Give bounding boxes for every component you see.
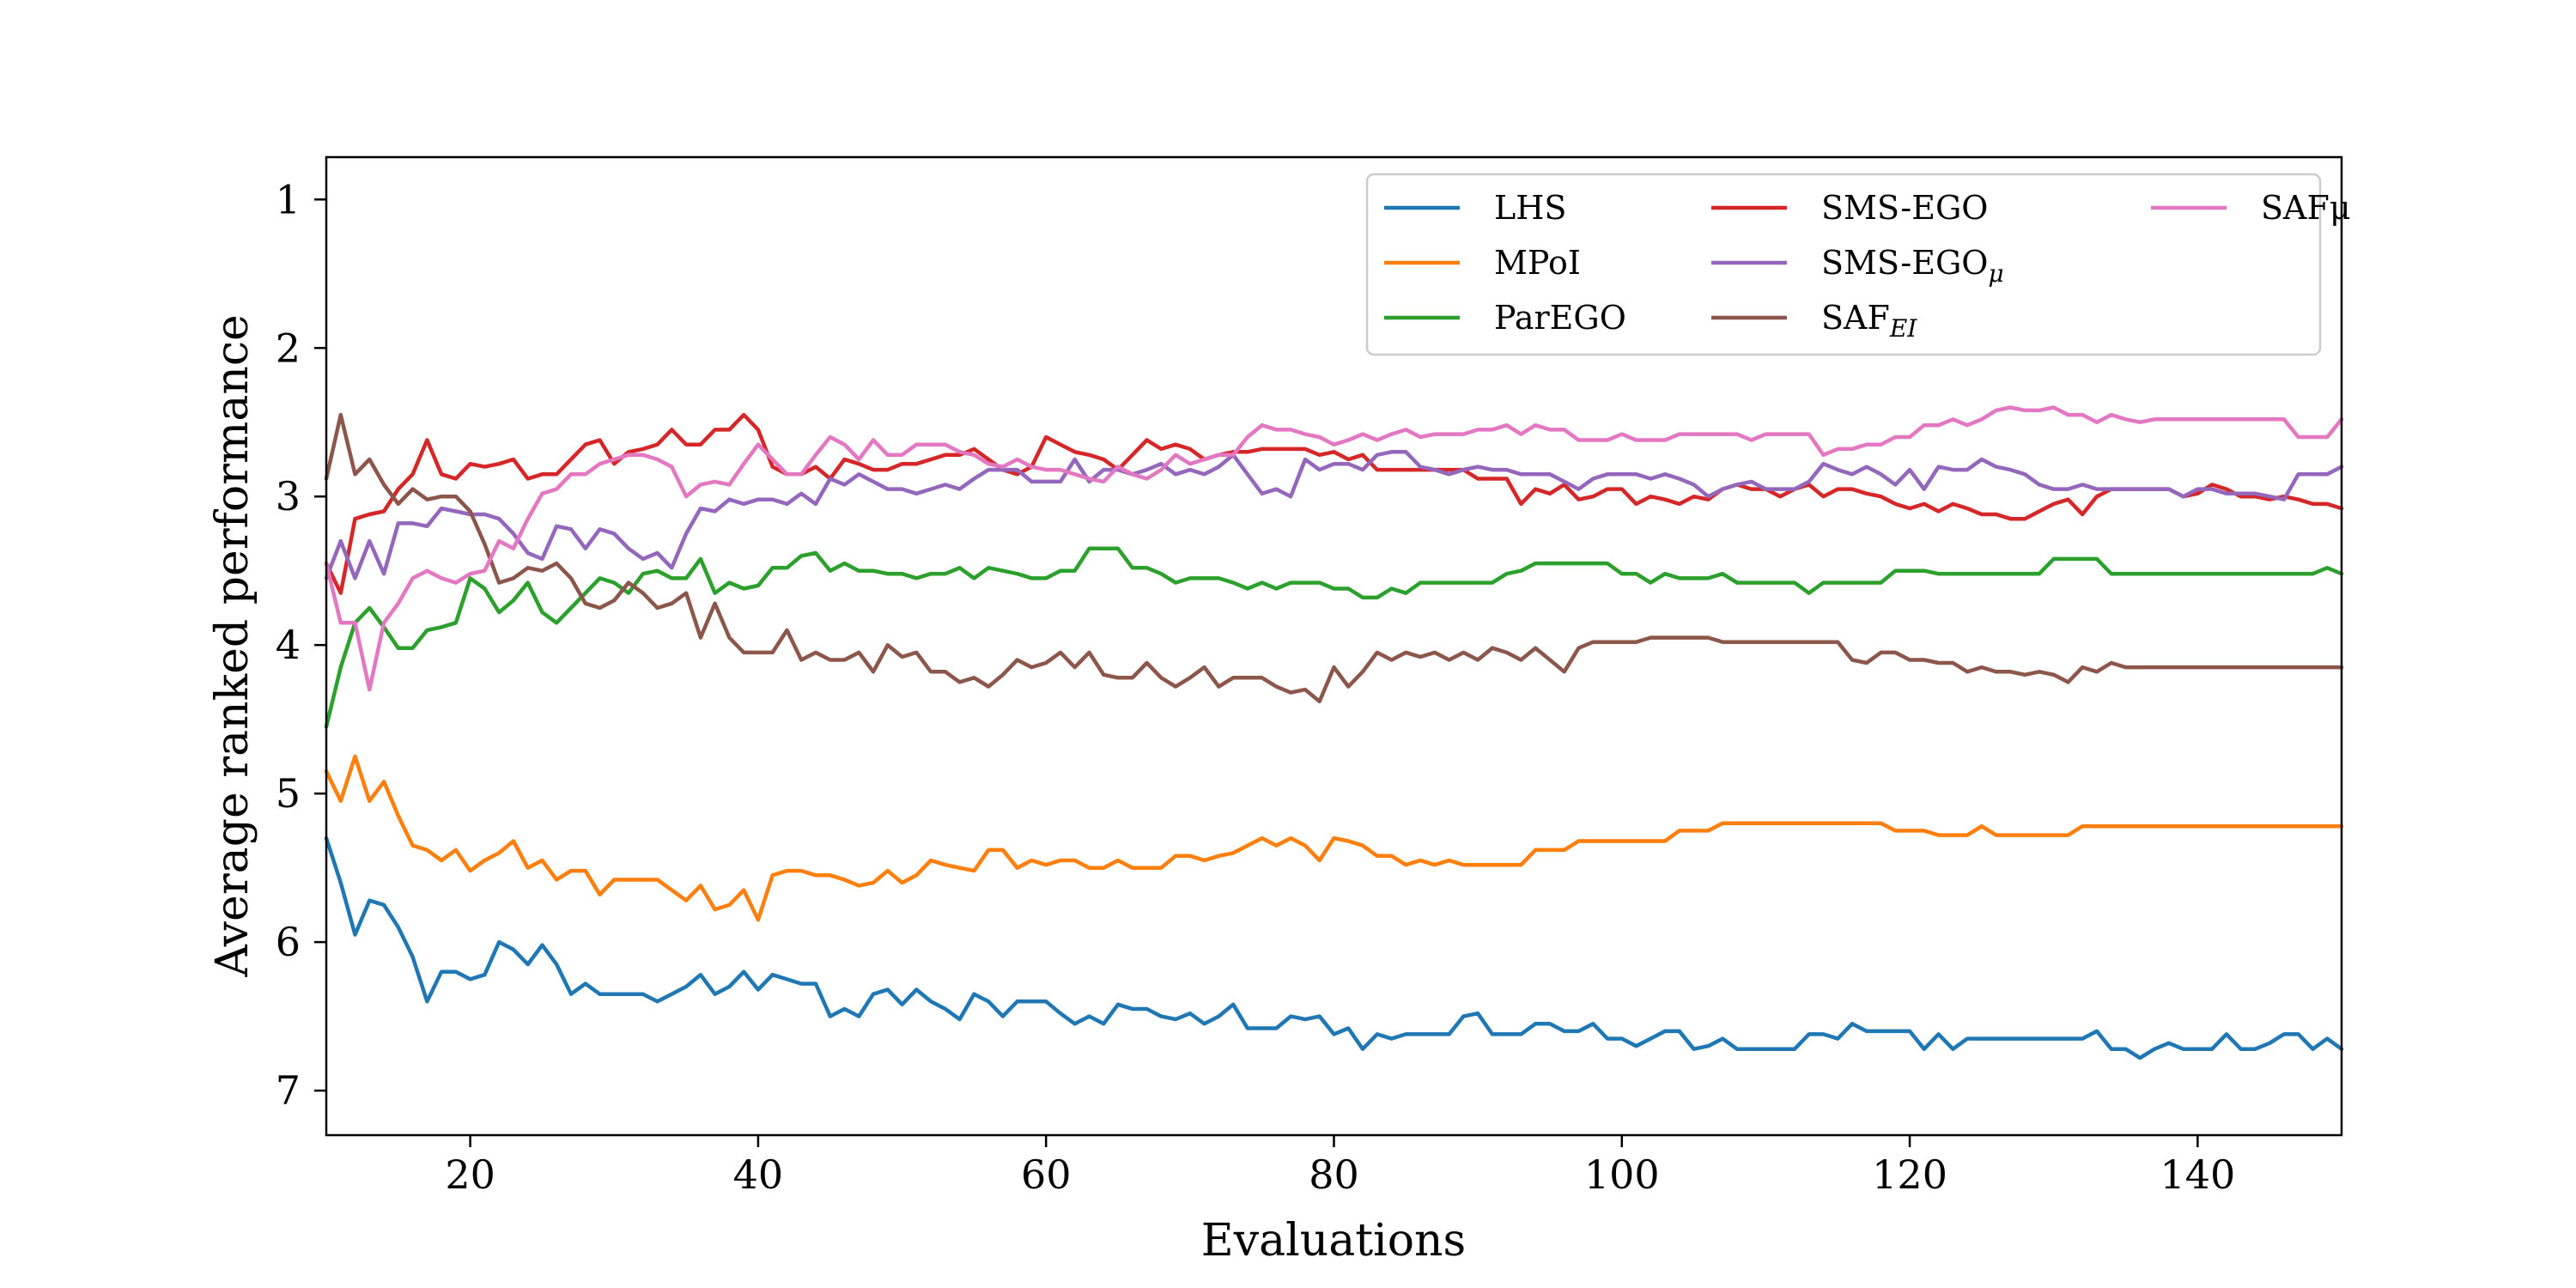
series-line-2 <box>324 546 2344 729</box>
x-tick-label: 100 <box>1584 1151 1660 1198</box>
x-tick-label: 120 <box>1872 1151 1947 1198</box>
x-tick-label: 140 <box>2160 1151 2235 1198</box>
y-tick-label: 1 <box>276 176 301 222</box>
y-tick-label: 6 <box>276 919 301 965</box>
x-tick-label: 40 <box>733 1151 784 1198</box>
x-axis: 20 40 60 80 100 120 140 <box>445 1135 2235 1198</box>
legend-label: ParEGO <box>1494 299 1626 337</box>
legend-label: LHS <box>1494 189 1566 227</box>
legend-label: MPoI <box>1494 244 1581 282</box>
series-line-6 <box>324 405 2344 692</box>
y-axis: 1 2 3 4 5 6 7 <box>276 176 326 1114</box>
legend-box <box>1365 173 2322 356</box>
y-axis-label: Average ranked performance <box>207 314 258 978</box>
y-tick-label: 4 <box>276 622 301 668</box>
series-layer <box>324 405 2344 1060</box>
legend-label: SMS-EGO <box>1821 189 1988 227</box>
series-line-4 <box>324 450 2344 580</box>
x-axis-label: Evaluations <box>1201 1215 1466 1267</box>
series-line-1 <box>324 754 2344 922</box>
x-tick-label: 20 <box>445 1151 495 1198</box>
legend-label: SAFμ <box>2261 189 2351 227</box>
y-tick-label: 2 <box>276 325 301 371</box>
x-tick-label: 60 <box>1021 1151 1072 1198</box>
y-tick-label: 5 <box>276 770 301 817</box>
series-line-5 <box>324 412 2344 704</box>
y-tick-label: 3 <box>276 473 301 519</box>
series-line-0 <box>324 835 2344 1060</box>
y-tick-label: 7 <box>276 1067 301 1114</box>
legend-label: SMS-EGOμ <box>1821 244 2004 288</box>
x-tick-label: 80 <box>1309 1151 1359 1198</box>
series-line-3 <box>324 412 2344 595</box>
